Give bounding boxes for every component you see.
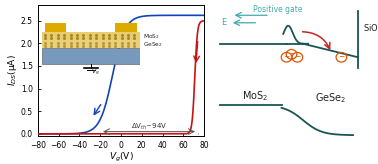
Bar xyxy=(42,40,140,48)
Text: MoS$_2$: MoS$_2$ xyxy=(143,32,160,41)
Bar xyxy=(45,23,66,32)
Bar xyxy=(42,32,140,40)
Text: SiO$_2$: SiO$_2$ xyxy=(363,22,378,35)
X-axis label: $V_g$(V): $V_g$(V) xyxy=(108,151,133,164)
Text: −: − xyxy=(338,52,345,61)
Y-axis label: $I_{DS}$(μA): $I_{DS}$(μA) xyxy=(6,55,19,86)
Text: −: − xyxy=(288,49,295,58)
Bar xyxy=(115,23,137,32)
Text: E: E xyxy=(222,18,227,27)
Text: −: − xyxy=(284,52,290,61)
Text: ΔV$_{th}$~94V: ΔV$_{th}$~94V xyxy=(131,122,167,132)
Text: $V_g$: $V_g$ xyxy=(91,68,100,78)
Bar xyxy=(42,48,140,64)
Text: GeSe$_2$: GeSe$_2$ xyxy=(315,91,346,105)
Text: MoS$_2$: MoS$_2$ xyxy=(242,89,268,103)
Text: Positive gate: Positive gate xyxy=(254,5,303,14)
Text: −: − xyxy=(294,52,301,61)
Text: GeSe$_2$: GeSe$_2$ xyxy=(143,40,163,49)
